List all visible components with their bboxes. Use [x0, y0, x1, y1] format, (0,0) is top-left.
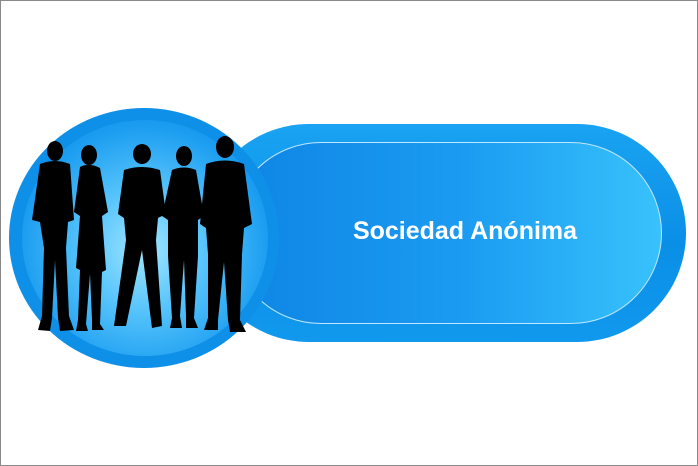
person-silhouette	[200, 136, 252, 332]
person-silhouette	[114, 144, 166, 328]
person-silhouette	[162, 146, 204, 328]
title-label: Sociedad Anónima	[352, 217, 578, 245]
business-people-group-icon	[32, 136, 252, 332]
label-pill-inner	[230, 142, 662, 324]
person-silhouette	[74, 145, 108, 331]
person-silhouette	[32, 141, 74, 331]
